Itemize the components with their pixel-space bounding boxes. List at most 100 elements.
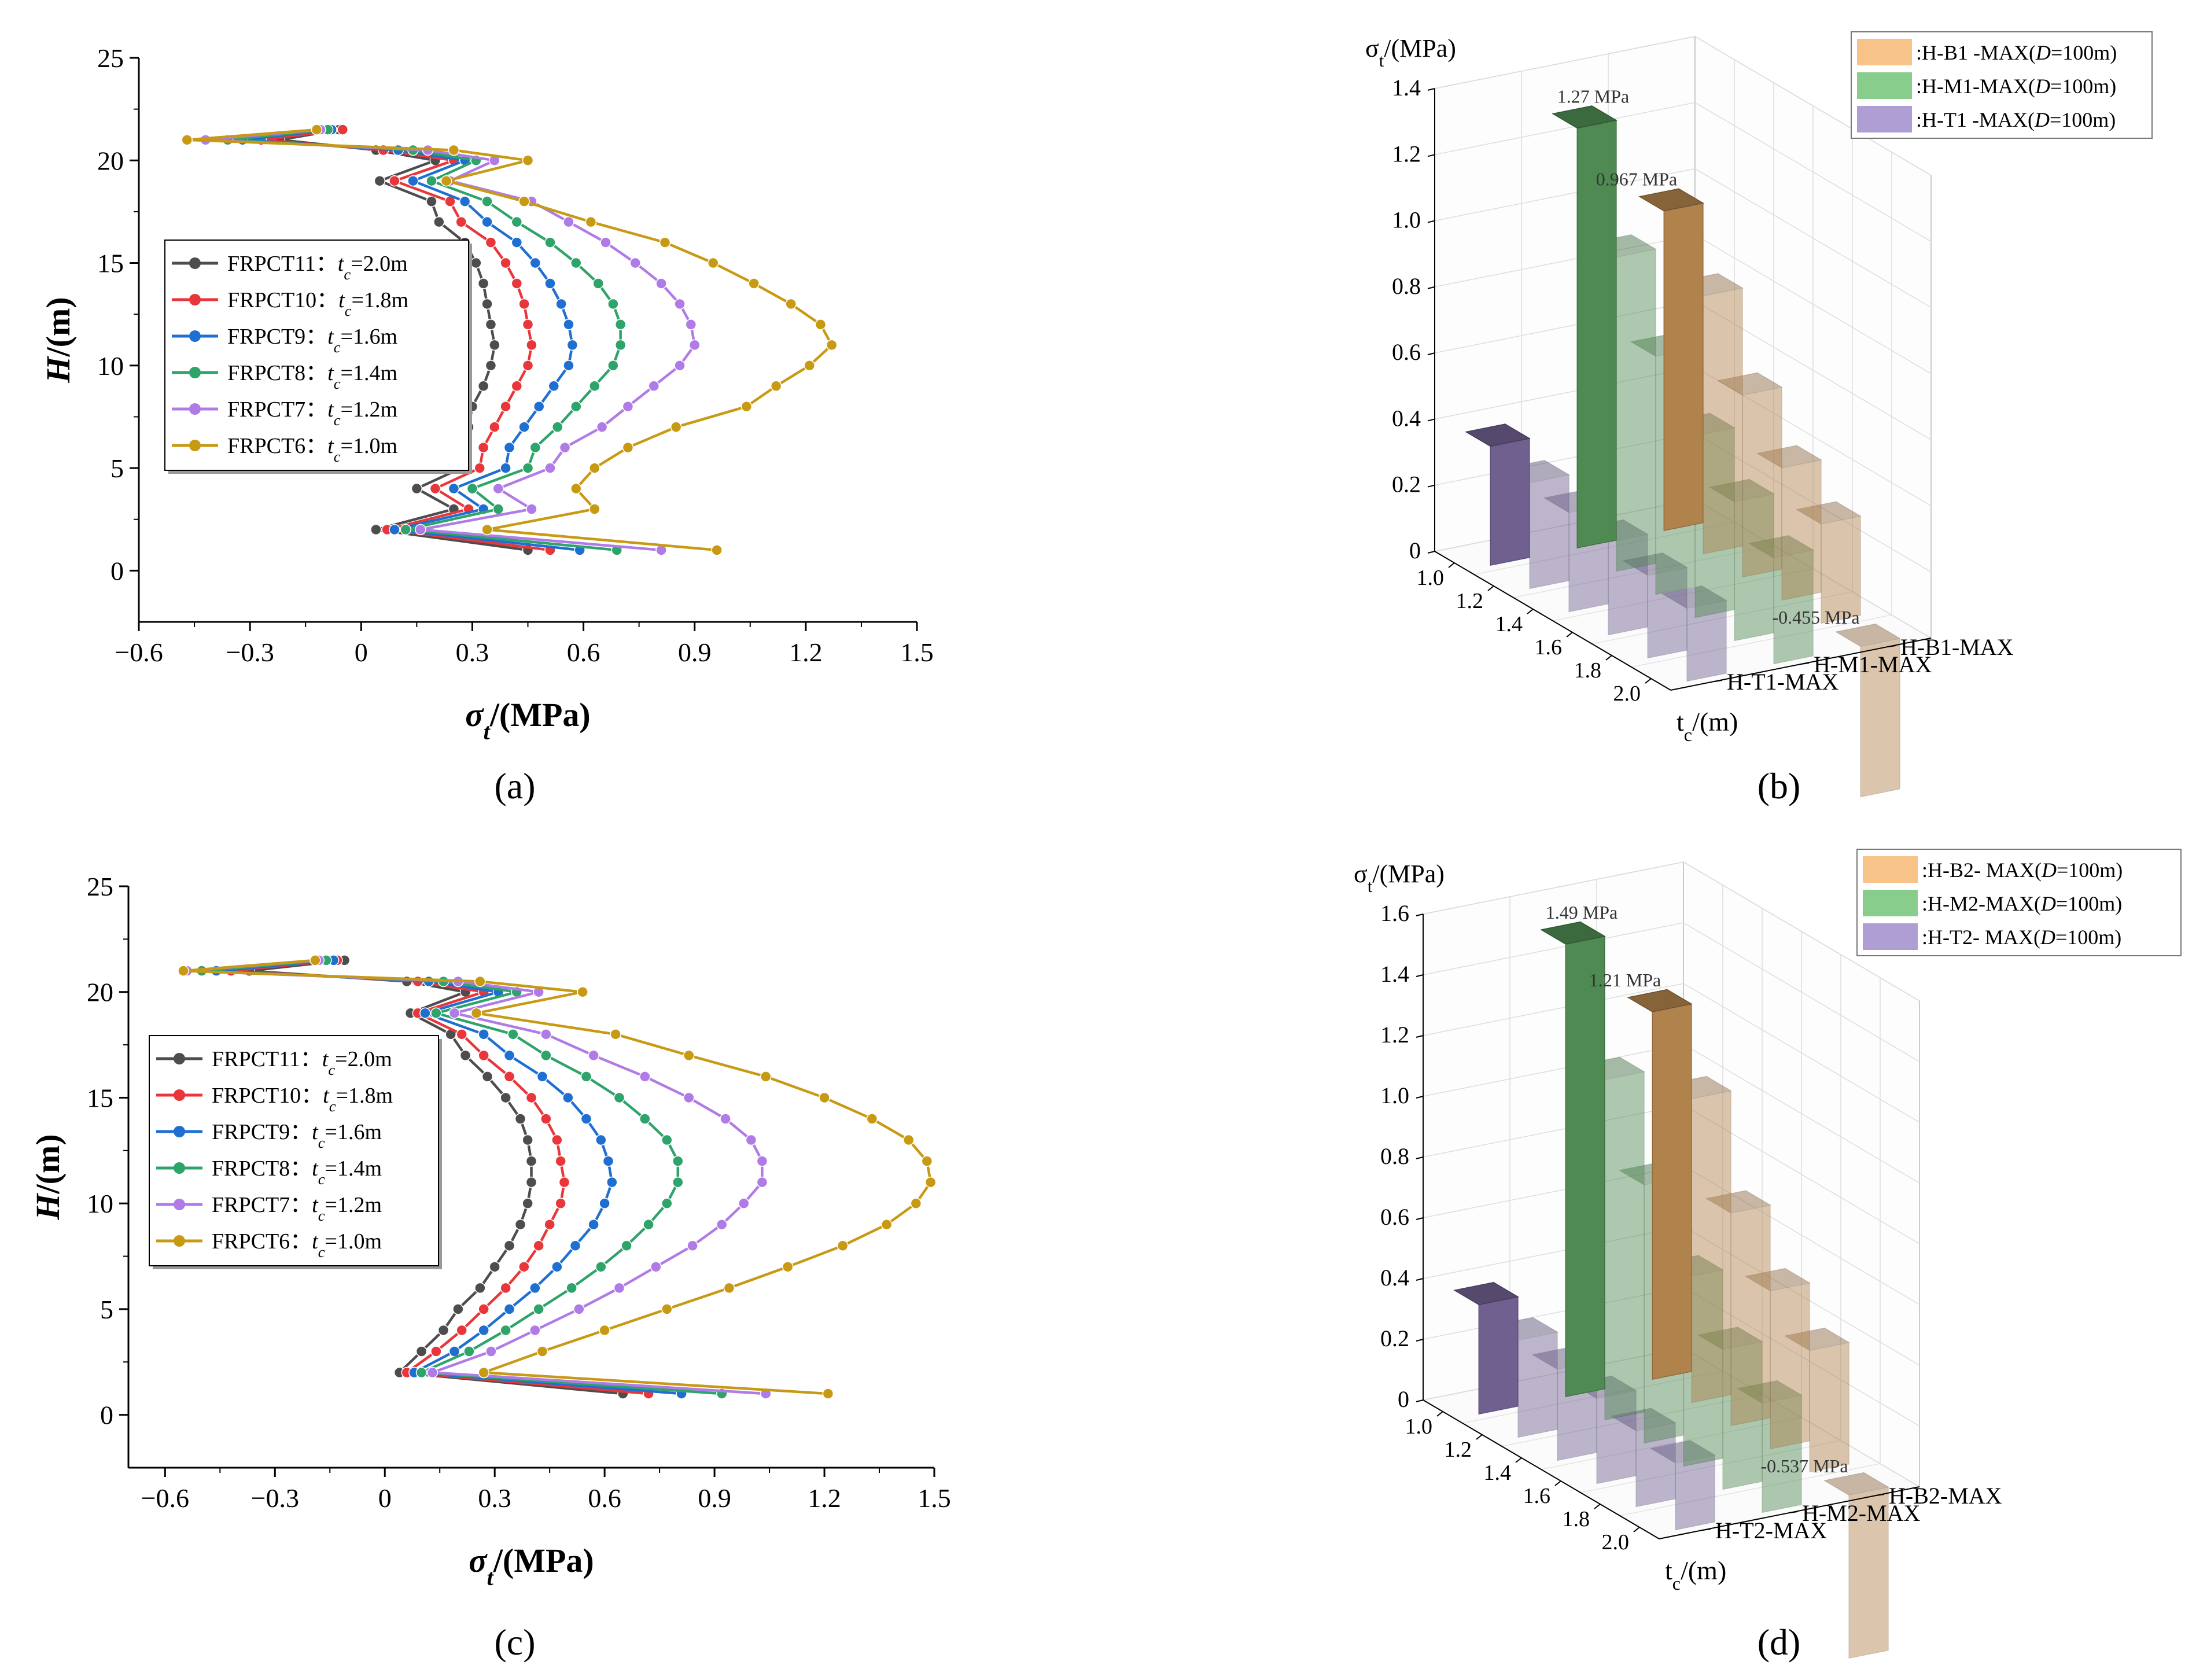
bar-H-T2-MAX-1.8 xyxy=(1611,1408,1677,1508)
bar-H-B1-MAX-1.6-top xyxy=(1756,445,1822,469)
row-label-H-T2-MAX: H-T2-MAX xyxy=(1715,1517,1827,1543)
data-point-FRPCT6 xyxy=(481,524,493,536)
bar-H-M2-MAX-1.8 xyxy=(1697,1326,1763,1490)
z-tick-label: 0.8 xyxy=(1392,273,1421,299)
data-point-FRPCT10 xyxy=(533,1240,544,1252)
x-tick-label: 1.2 xyxy=(1445,1438,1472,1462)
y-tick-label: 5 xyxy=(100,1295,113,1324)
bar-H-B1-MAX-1.2-front xyxy=(1717,272,1743,547)
row-tick-mark xyxy=(1789,1511,1798,1513)
x-tick-label: 0.3 xyxy=(478,1483,511,1513)
y-tick-label: 25 xyxy=(87,872,113,901)
x-tick-mark xyxy=(1527,609,1534,614)
legend-label-H-M2-MAX: :H-M2-MAX(D=100m) xyxy=(1922,892,2122,915)
x-tick-mark xyxy=(1566,632,1573,638)
data-point-FRPCT8 xyxy=(529,441,541,454)
data-point-FRPCT10 xyxy=(511,278,523,289)
data-point-FRPCT9 xyxy=(503,1049,515,1062)
bar-H-B1-MAX-1.0-top xyxy=(1638,188,1704,212)
z-tick-mark xyxy=(1416,1278,1424,1281)
data-point-FRPCT9 xyxy=(503,441,515,454)
data-point-FRPCT7 xyxy=(629,257,641,269)
data-point-FRPCT8 xyxy=(430,1007,442,1019)
z-tick-label: 0.2 xyxy=(1392,471,1421,498)
legend-swatch-dot-FRPCT9 xyxy=(174,1126,185,1137)
line-chart-c: −0.6 −0.3 0 0.3 0.6 0.9 1.2 1.5 0 5 10 15 20 25 σt/(MP… xyxy=(29,872,951,1590)
bar-H-T2-MAX-1.2 xyxy=(1493,1317,1558,1438)
data-point-FRPCT9 xyxy=(544,278,556,289)
legend-label-FRPCT11: FRPCT11：tc=2.0m xyxy=(227,252,408,283)
data-point-FRPCT6 xyxy=(902,1134,915,1146)
legend-swatch-H-M1-MAX xyxy=(1857,72,1912,99)
data-point-FRPCT10 xyxy=(474,462,485,474)
data-point-FRPCT7 xyxy=(448,1007,460,1019)
data-point-FRPCT6 xyxy=(748,278,760,289)
data-point-FRPCT8 xyxy=(507,1029,519,1040)
data-point-FRPCT9 xyxy=(551,1261,563,1273)
data-point-FRPCT6 xyxy=(622,441,634,454)
bar-H-T1-MAX-1.0-top xyxy=(1465,423,1531,447)
data-point-FRPCT6 xyxy=(785,298,797,310)
data-point-FRPCT11 xyxy=(489,1261,500,1273)
data-point-FRPCT6 xyxy=(610,1029,621,1040)
x-tick-label: 2.0 xyxy=(1602,1530,1630,1554)
data-point-FRPCT7 xyxy=(756,1155,768,1167)
data-point-FRPCT11 xyxy=(433,216,445,228)
data-point-FRPCT6 xyxy=(440,175,452,187)
data-point-FRPCT10 xyxy=(525,1092,537,1104)
data-point-FRPCT11 xyxy=(374,175,386,187)
bar-H-M2-MAX-1.0-top xyxy=(1540,921,1606,945)
data-point-FRPCT6 xyxy=(804,360,816,371)
data-point-FRPCT11 xyxy=(481,1071,493,1082)
bar-H-B1-MAX-1.4 xyxy=(1717,372,1783,578)
z-tick-label: 0.6 xyxy=(1392,339,1421,365)
x-tick-label: 0.9 xyxy=(678,638,712,667)
data-point-FRPCT6 xyxy=(478,1366,489,1379)
bar-H-M1-MAX-1.8-front xyxy=(1748,478,1774,634)
data-point-FRPCT8 xyxy=(492,503,504,515)
z-axis-label: σt/(MPa) xyxy=(1354,860,1445,896)
legend-swatch-H-B2-MAX xyxy=(1863,856,1918,883)
x-tick-mark xyxy=(1594,1504,1601,1509)
annotation-max-bottom: 1.21 MPa xyxy=(1589,970,1661,990)
data-point-FRPCT6 xyxy=(740,400,753,412)
data-point-FRPCT8 xyxy=(607,298,619,310)
bar-H-T2-MAX-1.8-top xyxy=(1611,1408,1677,1431)
data-point-FRPCT7 xyxy=(685,319,697,330)
z-tick-label: 0.4 xyxy=(1392,405,1421,431)
data-point-FRPCT11 xyxy=(481,298,493,310)
z-tick-mark xyxy=(1427,154,1435,157)
bar-H-B1-MAX-2.0-side xyxy=(1860,638,1900,798)
z-tick-label: 0.8 xyxy=(1380,1143,1409,1169)
data-point-FRPCT9 xyxy=(533,400,545,412)
data-point-FRPCT10 xyxy=(522,319,534,330)
z-tick-label: 1.6 xyxy=(1380,900,1409,926)
bar-H-M2-MAX-2.0-side xyxy=(1762,1394,1802,1513)
data-point-FRPCT7 xyxy=(720,1113,731,1125)
z-tick-mark xyxy=(1416,1096,1424,1099)
data-point-FRPCT10 xyxy=(500,257,511,269)
data-point-FRPCT8 xyxy=(533,1303,544,1315)
data-point-FRPCT8 xyxy=(481,196,493,207)
data-point-FRPCT6 xyxy=(815,319,827,330)
legend-swatch-dot-FRPCT8 xyxy=(174,1162,185,1174)
data-point-FRPCT9 xyxy=(500,462,511,474)
bar-H-B2-MAX-1.8-side xyxy=(1809,1342,1849,1473)
data-point-FRPCT7 xyxy=(716,1218,728,1230)
data-point-FRPCT7 xyxy=(655,278,667,289)
data-point-FRPCT8 xyxy=(589,380,600,392)
bar-H-M2-MAX-1.8-side xyxy=(1722,1341,1763,1490)
data-point-FRPCT8 xyxy=(592,278,604,289)
data-point-FRPCT6 xyxy=(178,965,189,977)
data-point-FRPCT6 xyxy=(577,986,588,998)
z-tick-mark xyxy=(1416,1399,1424,1402)
data-point-FRPCT7 xyxy=(559,441,571,454)
bar-H-T2-MAX-2.0-side xyxy=(1675,1454,1715,1531)
legend-label-FRPCT10: FRPCT10：tc=1.8m xyxy=(227,288,408,319)
legend-box xyxy=(149,1035,439,1266)
bar-H-T1-MAX-1.0 xyxy=(1465,423,1531,566)
z-tick-label: 0 xyxy=(1398,1386,1409,1412)
data-point-FRPCT10 xyxy=(429,482,441,495)
data-point-FRPCT7 xyxy=(540,1029,552,1040)
data-point-FRPCT9 xyxy=(407,175,419,187)
